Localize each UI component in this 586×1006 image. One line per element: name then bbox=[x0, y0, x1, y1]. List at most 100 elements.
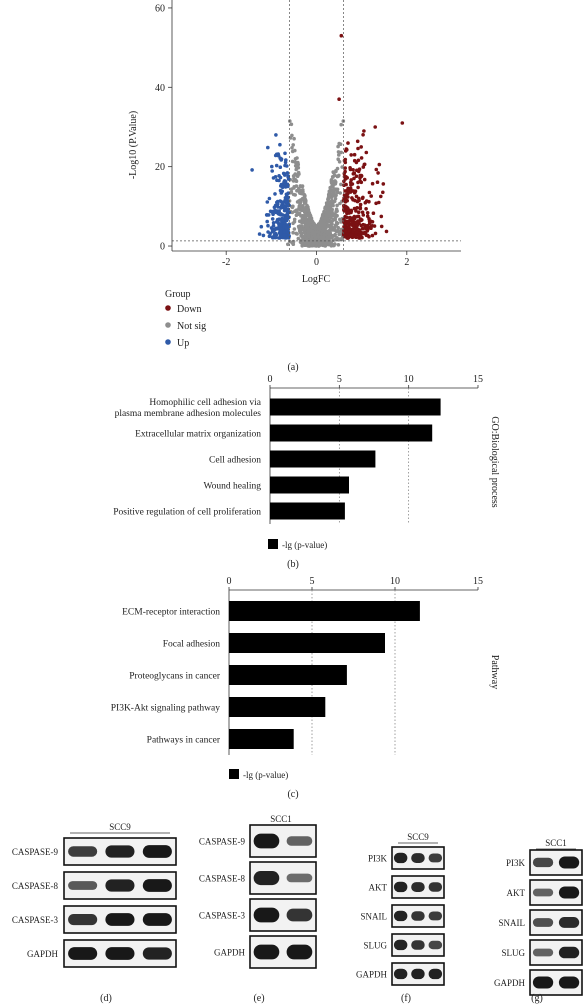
bar-category-label: plasma membrane adhesion molecules bbox=[115, 409, 262, 419]
point-down bbox=[353, 189, 358, 193]
point-down bbox=[381, 182, 386, 186]
blot-band bbox=[105, 913, 135, 926]
point-not-sig bbox=[337, 232, 341, 236]
point-up bbox=[283, 163, 287, 168]
point-up bbox=[283, 206, 288, 211]
point-up bbox=[284, 225, 289, 229]
blot-band bbox=[142, 913, 172, 926]
point-up bbox=[273, 203, 278, 208]
blot-row-label: GAPDH bbox=[356, 970, 388, 980]
bar-x-tick-label: 15 bbox=[473, 374, 483, 385]
point-down bbox=[357, 167, 362, 171]
point-not-sig bbox=[333, 182, 337, 186]
point-outlier bbox=[274, 133, 278, 137]
point-not-sig bbox=[326, 241, 330, 245]
point-not-sig bbox=[300, 214, 305, 218]
point-down bbox=[352, 216, 357, 221]
western-blot-f: SCC9 PI3K AKT SNAIL SLUG GAPDH bbox=[356, 832, 445, 986]
point-down bbox=[343, 157, 348, 162]
bar-x-tick-label: 0 bbox=[227, 576, 232, 587]
blot-row-label: CASPASE-9 bbox=[12, 847, 59, 857]
blot-band bbox=[68, 846, 98, 857]
point-not-sig bbox=[289, 122, 294, 127]
point-not-sig bbox=[336, 150, 341, 154]
legend-notsig-label: Not sig bbox=[177, 321, 206, 332]
volcano-x-axis-label: LogFC bbox=[302, 274, 331, 285]
point-up bbox=[287, 215, 291, 219]
point-not-sig bbox=[297, 206, 301, 211]
blot-band bbox=[68, 947, 98, 960]
point-not-sig bbox=[306, 225, 310, 229]
point-down bbox=[345, 148, 349, 152]
point-not-sig bbox=[337, 173, 341, 178]
bar-x-tick-label: 0 bbox=[268, 374, 273, 385]
point-not-sig bbox=[292, 136, 296, 141]
point-down bbox=[352, 176, 356, 181]
point-not-sig bbox=[294, 213, 299, 217]
point-not-sig bbox=[337, 153, 341, 157]
point-up bbox=[279, 205, 283, 209]
point-down bbox=[349, 153, 354, 157]
point-down bbox=[342, 217, 346, 222]
y-tick-label: 60 bbox=[155, 3, 165, 14]
point-not-sig bbox=[335, 203, 339, 208]
point-down bbox=[345, 219, 350, 224]
blot-band bbox=[558, 946, 580, 959]
point-up bbox=[279, 157, 284, 161]
blot-band bbox=[411, 968, 425, 980]
point-down bbox=[351, 168, 355, 172]
point-down bbox=[362, 162, 367, 167]
blot-band bbox=[411, 853, 425, 863]
point-up bbox=[286, 236, 291, 240]
bar-category-label: PI3K-Akt signaling pathway bbox=[111, 704, 220, 714]
point-not-sig bbox=[291, 179, 296, 183]
point-not-sig bbox=[321, 236, 326, 240]
point-up bbox=[275, 217, 280, 222]
point-up bbox=[278, 231, 283, 236]
blot-band bbox=[253, 833, 280, 849]
blot-row-label: CASPASE-9 bbox=[199, 837, 246, 847]
point-down bbox=[343, 177, 348, 181]
point-up bbox=[277, 209, 282, 213]
point-not-sig bbox=[312, 233, 317, 237]
point-not-sig bbox=[327, 228, 332, 233]
point-not-sig bbox=[336, 157, 341, 161]
blot-band bbox=[286, 944, 313, 960]
legend-down-marker bbox=[165, 305, 171, 311]
go-side-label: GO:Biological process bbox=[489, 416, 500, 507]
point-down bbox=[343, 194, 348, 199]
blot-row-label: SLUG bbox=[363, 941, 387, 951]
point-not-sig bbox=[311, 241, 316, 246]
point-up bbox=[278, 165, 283, 169]
point-not-sig bbox=[304, 218, 309, 223]
bar-x-tick-label: 10 bbox=[404, 374, 414, 385]
point-not-sig bbox=[333, 223, 338, 228]
point-not-sig bbox=[323, 225, 328, 229]
point-not-sig bbox=[292, 186, 296, 190]
bar-category-label: Extracellular matrix organization bbox=[135, 430, 261, 440]
point-up bbox=[287, 224, 291, 229]
legend-notsig-marker bbox=[165, 322, 171, 328]
point-down bbox=[359, 156, 364, 160]
point-not-sig bbox=[295, 161, 300, 165]
bar-x-tick-label: 10 bbox=[390, 576, 400, 587]
blot-band bbox=[105, 879, 135, 892]
point-not-sig bbox=[299, 227, 303, 231]
point-down bbox=[377, 200, 381, 205]
volcano-plot: 0 20 40 60 -2 0 2 -Log10 (P.Value) LogFC Group… bbox=[128, 0, 461, 373]
point-not-sig bbox=[334, 220, 339, 225]
x-tick-label: -2 bbox=[222, 257, 230, 268]
point-up bbox=[285, 183, 289, 188]
blot-title: SCC9 bbox=[407, 832, 429, 842]
bar bbox=[270, 398, 441, 416]
point-down bbox=[358, 206, 363, 211]
blot-title: SCC1 bbox=[270, 814, 292, 824]
panel-label-f: (f) bbox=[401, 993, 411, 1004]
point-outlier bbox=[337, 97, 341, 101]
point-down bbox=[351, 223, 355, 228]
point-down bbox=[353, 227, 358, 231]
point-not-sig bbox=[317, 226, 322, 230]
point-down bbox=[367, 190, 372, 195]
point-not-sig bbox=[338, 201, 342, 206]
point-down bbox=[360, 210, 365, 215]
